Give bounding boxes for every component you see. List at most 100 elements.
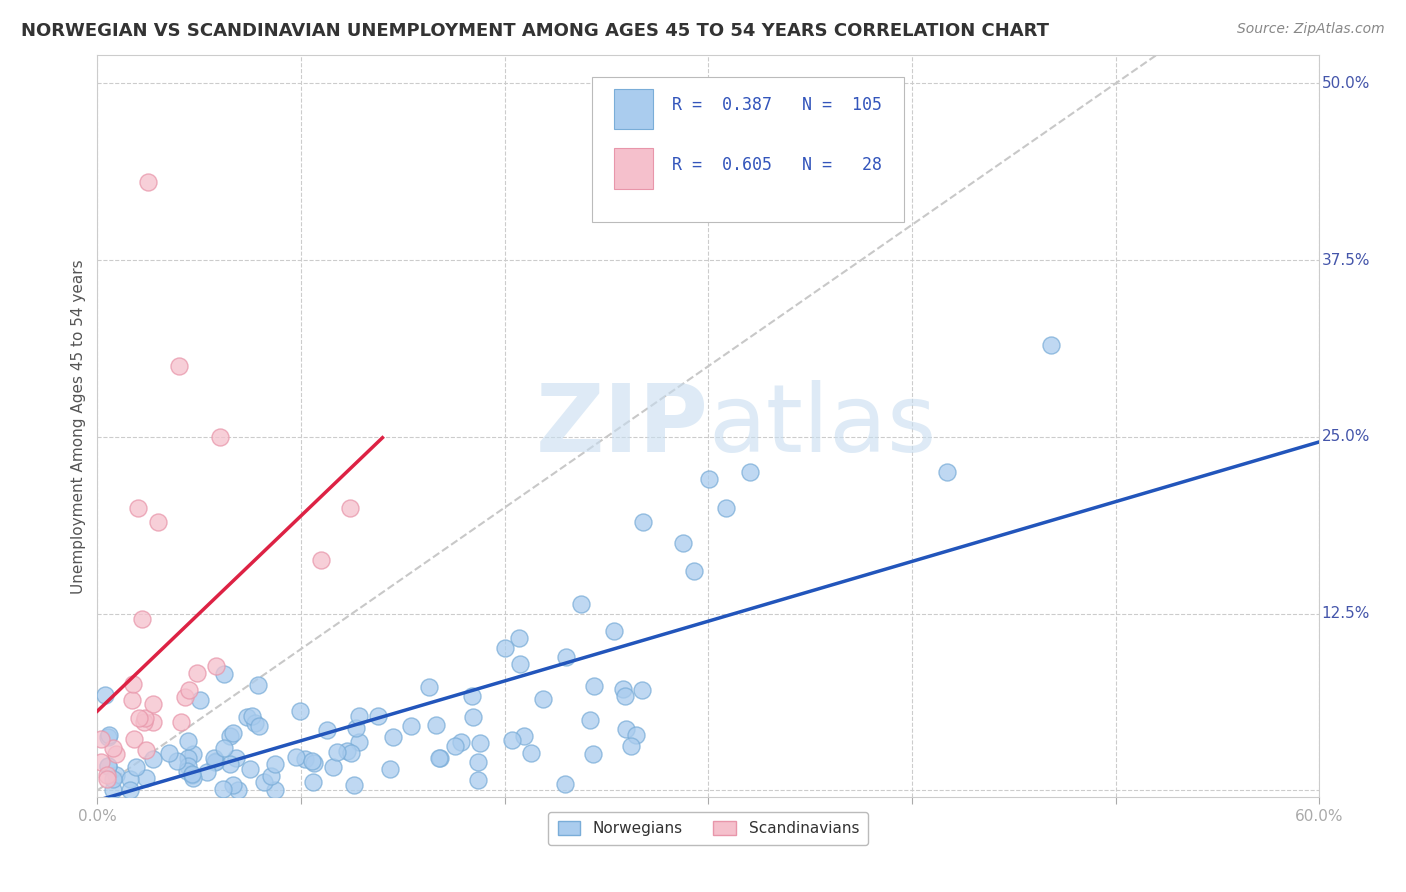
Point (157, 746, 180, 760)
Point (104, 747, 127, 762)
Point (301, 754, 323, 768)
Point (429, 751, 451, 765)
Point (208, 430, 231, 444)
Point (101, 772, 124, 786)
Point (239, 762, 262, 776)
Point (302, 756, 325, 770)
Point (135, 743, 157, 757)
Point (218, 729, 240, 743)
Text: 50.0%: 50.0% (1322, 76, 1369, 91)
Point (212, 741, 235, 756)
Point (173, 690, 195, 704)
Point (204, 754, 226, 768)
Point (177, 759, 200, 773)
Point (343, 778, 366, 792)
Point (142, 697, 165, 711)
Point (212, 781, 235, 796)
Point (240, 708, 263, 723)
Point (121, 692, 143, 706)
Point (186, 666, 208, 681)
Point (219, 756, 242, 771)
Point (630, 682, 652, 697)
Point (450, 734, 472, 748)
Point (128, 710, 150, 724)
Text: 37.5%: 37.5% (1322, 252, 1371, 268)
Point (467, 755, 489, 769)
Point (176, 764, 198, 778)
Point (614, 722, 637, 736)
Point (1039, 338, 1062, 352)
Point (381, 731, 404, 745)
Point (212, 667, 235, 681)
Point (103, 783, 125, 797)
Point (427, 751, 450, 765)
Point (246, 678, 269, 692)
Point (633, 515, 655, 529)
Point (121, 677, 143, 691)
Point (177, 751, 200, 765)
Point (508, 631, 530, 645)
Point (253, 775, 276, 789)
Point (582, 747, 605, 762)
Point (259, 769, 281, 783)
Point (555, 650, 578, 665)
Point (170, 714, 193, 729)
Y-axis label: Unemployment Among Ages 45 to 54 years: Unemployment Among Ages 45 to 54 years (72, 259, 86, 593)
Point (225, 751, 247, 765)
Point (125, 760, 148, 774)
Point (418, 680, 440, 694)
Point (142, 715, 165, 730)
Point (264, 783, 287, 797)
Point (520, 746, 543, 760)
Point (142, 752, 165, 766)
Point (738, 465, 761, 479)
Point (321, 760, 343, 774)
Text: Source: ZipAtlas.com: Source: ZipAtlas.com (1237, 22, 1385, 37)
FancyBboxPatch shape (614, 148, 654, 189)
Point (131, 612, 153, 626)
Point (467, 772, 489, 787)
Point (284, 749, 307, 764)
Point (222, 725, 245, 739)
Point (288, 704, 311, 718)
Text: 12.5%: 12.5% (1322, 607, 1369, 621)
Point (620, 739, 643, 754)
Point (188, 693, 211, 707)
Point (571, 598, 593, 612)
Point (202, 750, 225, 764)
Point (135, 771, 157, 785)
Text: 25.0%: 25.0% (1322, 429, 1369, 444)
Point (316, 723, 339, 737)
Point (612, 682, 634, 697)
Point (122, 731, 145, 746)
Point (444, 739, 467, 754)
Point (470, 736, 492, 750)
Point (512, 729, 534, 743)
Point (554, 776, 576, 790)
Point (339, 500, 361, 515)
Point (714, 500, 737, 515)
Point (97, 728, 120, 742)
Point (90, 731, 112, 746)
FancyBboxPatch shape (592, 78, 904, 222)
Point (344, 721, 367, 735)
Point (118, 783, 141, 797)
Point (602, 624, 624, 638)
Point (205, 659, 228, 673)
Point (136, 175, 159, 189)
Point (339, 746, 361, 760)
Point (222, 778, 245, 792)
Point (494, 641, 516, 656)
Point (96, 772, 118, 787)
Point (181, 768, 204, 782)
Point (367, 708, 389, 723)
Point (301, 774, 323, 789)
Point (118, 772, 141, 786)
Point (311, 553, 333, 567)
Point (347, 709, 370, 723)
Point (326, 746, 349, 760)
Point (97, 758, 120, 772)
Point (461, 690, 484, 704)
Point (336, 744, 359, 758)
Point (94, 689, 117, 703)
